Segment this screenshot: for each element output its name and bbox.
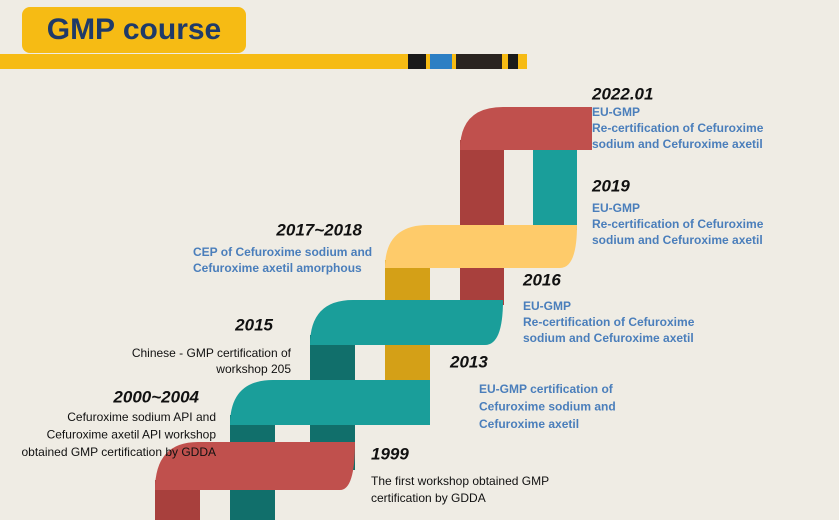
milestone-text: Cefuroxime axetil API workshop [47, 428, 217, 442]
milestone-text: workshop 205 [215, 362, 291, 376]
milestone-text: EU-GMP [592, 201, 640, 215]
milestone-text: Re-certification of Cefuroxime [592, 217, 764, 231]
title: GMP course [47, 13, 222, 46]
header-bar [0, 54, 527, 69]
milestones: 2022.01 EU-GMP Re-certification of Cefurox… [21, 84, 763, 505]
ribbon-teal [533, 145, 577, 230]
milestone-text: EU-GMP certification of [479, 382, 614, 396]
ribbon-red [460, 107, 592, 150]
ribbon [155, 107, 592, 520]
milestone-text: EU-GMP [592, 105, 640, 119]
milestone-text: The first workshop obtained GMP [371, 474, 549, 488]
milestone-year: 2019 [591, 176, 630, 195]
ribbon-red-dark [460, 140, 504, 305]
milestone-text: sodium and Cefuroxime axetil [592, 233, 763, 247]
milestone-year: 2022.01 [591, 84, 653, 103]
milestone-text: Cefuroxime sodium and [479, 400, 616, 414]
milestone-text: certification by GDDA [371, 491, 486, 505]
stripe [408, 54, 426, 69]
milestone-text: obtained GMP certification by GDDA [21, 445, 216, 459]
milestone-text: Re-certification of Cefuroxime [523, 315, 695, 329]
milestone-year: 2013 [449, 352, 488, 371]
milestone-year: 2016 [522, 270, 561, 289]
milestone-text: Cefuroxime sodium API and [67, 410, 216, 424]
milestone-text: sodium and Cefuroxime axetil [592, 137, 763, 151]
ribbon-teal [310, 300, 503, 345]
milestone-text: Chinese - GMP certification of [132, 346, 292, 360]
stripe [430, 54, 452, 69]
stripe [456, 54, 502, 69]
milestone-text: Cefuroxime axetil amorphous [193, 261, 362, 275]
milestone-text: EU-GMP [523, 299, 571, 313]
ribbon-yellow [385, 225, 577, 268]
milestone-text: sodium and Cefuroxime axetil [523, 331, 694, 345]
title-box [22, 7, 246, 53]
milestone-text: CEP of Cefuroxime sodium and [193, 245, 372, 259]
milestone-text: Re-certification of Cefuroxime [592, 121, 764, 135]
milestone-year: 2017~2018 [275, 220, 362, 239]
stripe [508, 54, 518, 69]
milestone-year: 2015 [234, 315, 273, 334]
milestone-year: 1999 [371, 444, 409, 463]
milestone-year: 2000~2004 [112, 387, 199, 406]
ribbon-red [155, 442, 355, 490]
milestone-text: Cefuroxime axetil [479, 417, 579, 431]
ribbon-teal [230, 380, 430, 425]
